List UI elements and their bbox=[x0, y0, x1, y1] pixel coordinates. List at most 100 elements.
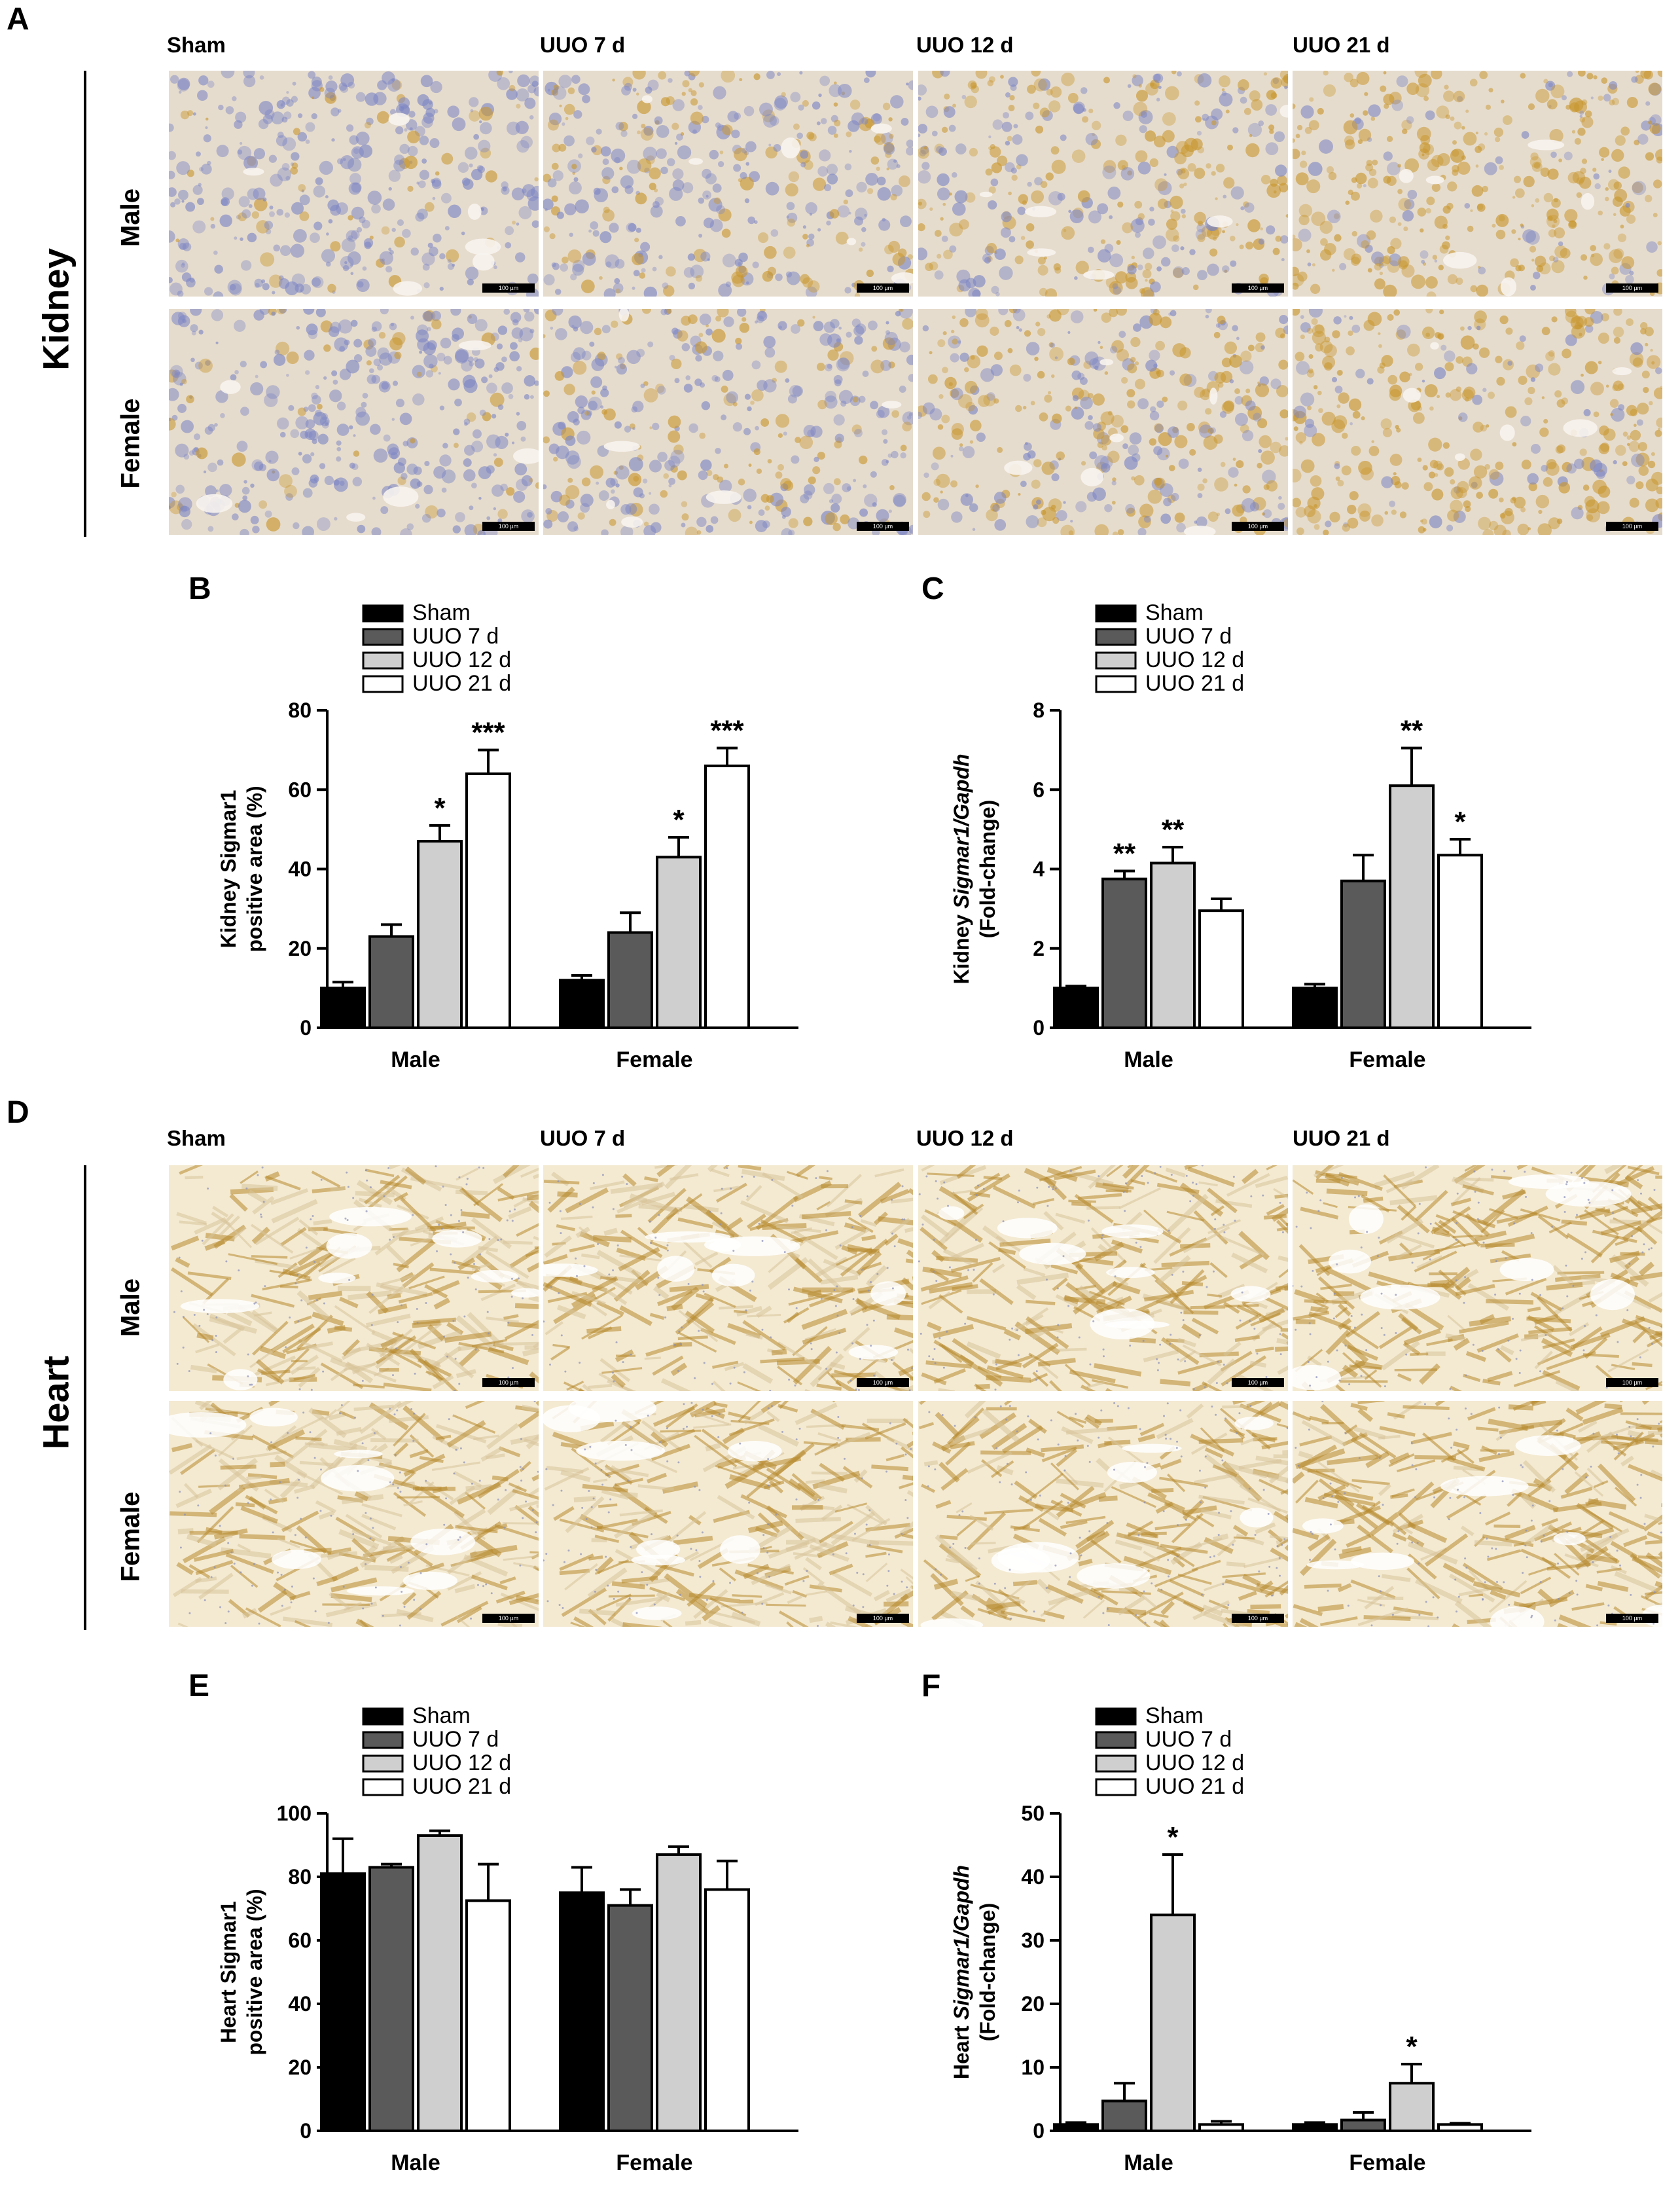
heart-col-label-sham: Sham bbox=[167, 1126, 226, 1150]
scale-bar: 100 µm bbox=[1606, 1378, 1658, 1387]
panel-letter-b: B bbox=[188, 571, 211, 606]
legend-label: UUO 21 d bbox=[1145, 1774, 1244, 1799]
legend-label: UUO 12 d bbox=[412, 1751, 511, 1775]
x-category-label: Male bbox=[1124, 1047, 1173, 1072]
scale-bar: 100 µm bbox=[482, 522, 535, 531]
bar bbox=[1340, 2118, 1386, 2133]
legend-label: UUO 12 d bbox=[412, 647, 511, 672]
kidney-col-label-uuo21: UUO 21 d bbox=[1293, 33, 1390, 57]
heart-side-label: Heart bbox=[35, 1355, 77, 1450]
scale-bar: 100 µm bbox=[482, 1378, 535, 1387]
panel-letter-a: A bbox=[7, 2, 29, 37]
legend-swatch bbox=[1095, 1754, 1137, 1773]
significance-marker: *** bbox=[471, 717, 505, 749]
bar bbox=[1150, 862, 1196, 1029]
bar bbox=[1389, 784, 1435, 1029]
x-category-label: Female bbox=[616, 2150, 692, 2175]
kidney-micrograph-male-1: 100 µm bbox=[543, 71, 913, 297]
legend-swatch bbox=[362, 651, 404, 670]
bar bbox=[1198, 909, 1244, 1029]
bar bbox=[1292, 2123, 1338, 2132]
y-tick-label: 2 bbox=[1033, 937, 1045, 960]
bar bbox=[1053, 2123, 1099, 2132]
y-tick-label: 4 bbox=[1033, 858, 1045, 881]
bar bbox=[368, 1866, 414, 2132]
y-tick-label: 40 bbox=[288, 858, 312, 881]
heart-micrograph-female-1: 100 µm bbox=[543, 1401, 913, 1627]
bar bbox=[320, 1872, 366, 2132]
bar bbox=[704, 764, 750, 1029]
bar bbox=[1053, 987, 1099, 1029]
x-category-label: Male bbox=[1124, 2150, 1173, 2175]
heart-micrograph-male-1: 100 µm bbox=[543, 1165, 913, 1391]
heart-micrograph-female-2: 100 µm bbox=[918, 1401, 1288, 1627]
bar bbox=[465, 772, 511, 1029]
legend-swatch bbox=[362, 1754, 404, 1773]
legend-swatch bbox=[1095, 651, 1137, 670]
heart-micrograph-male-3: 100 µm bbox=[1293, 1165, 1662, 1391]
y-tick-label: 50 bbox=[1021, 1802, 1045, 1825]
bar bbox=[704, 1888, 750, 2132]
kidney-micrograph-male-3: 100 µm bbox=[1293, 71, 1662, 297]
y-tick-label: 30 bbox=[1021, 1929, 1045, 1952]
y-tick-label: 10 bbox=[1021, 2056, 1045, 2079]
x-category-label: Female bbox=[616, 1047, 692, 1072]
legend-swatch bbox=[362, 675, 404, 693]
bar bbox=[1101, 2099, 1147, 2132]
y-tick-label: 80 bbox=[288, 698, 312, 722]
bar bbox=[607, 1904, 653, 2132]
legend-swatch bbox=[362, 628, 404, 646]
bar bbox=[1198, 2123, 1244, 2132]
y-tick-label: 100 bbox=[277, 1802, 312, 1825]
legend-label: UUO 21 d bbox=[1145, 671, 1244, 696]
y-tick-label: 20 bbox=[288, 2056, 312, 2079]
legend-swatch bbox=[362, 1778, 404, 1796]
y-axis-label: Kidney Sigmar1/Gapdh (Fold-change) bbox=[950, 753, 999, 984]
bar bbox=[1340, 879, 1386, 1029]
legend-label: UUO 7 d bbox=[1145, 1727, 1232, 1752]
legend-label: UUO 12 d bbox=[1145, 647, 1244, 672]
y-tick-label: 6 bbox=[1033, 778, 1045, 801]
bar bbox=[320, 987, 366, 1029]
y-tick-label: 20 bbox=[1021, 1992, 1045, 2016]
scale-bar: 100 µm bbox=[857, 522, 909, 531]
legend-label: UUO 12 d bbox=[1145, 1751, 1244, 1775]
kidney-divider-line bbox=[84, 71, 86, 537]
scale-bar: 100 µm bbox=[1606, 522, 1658, 531]
significance-marker: * bbox=[1454, 806, 1466, 838]
bar bbox=[559, 979, 605, 1029]
kidney-side-label: Kidney bbox=[35, 248, 77, 371]
x-category-label: Male bbox=[391, 1047, 440, 1072]
y-tick-label: 0 bbox=[1033, 2119, 1045, 2143]
legend-label: UUO 7 d bbox=[412, 1727, 499, 1752]
kidney-micrograph-female-0: 100 µm bbox=[169, 309, 539, 535]
kidney-micrograph-male-0: 100 µm bbox=[169, 71, 539, 297]
kidney-col-label-sham: Sham bbox=[167, 33, 226, 57]
scale-bar: 100 µm bbox=[1232, 522, 1284, 531]
heart-micrograph-female-0: 100 µm bbox=[169, 1401, 539, 1627]
significance-marker: * bbox=[673, 804, 685, 836]
bar bbox=[1437, 2123, 1483, 2132]
bar bbox=[1101, 877, 1147, 1029]
legend-label: UUO 7 d bbox=[1145, 624, 1232, 649]
bar bbox=[1389, 2082, 1435, 2132]
legend-label: UUO 7 d bbox=[412, 624, 499, 649]
kidney-micrograph-female-2: 100 µm bbox=[918, 309, 1288, 535]
panel-letter-e: E bbox=[188, 1669, 210, 1703]
legend-label: Sham bbox=[1145, 600, 1204, 625]
y-tick-label: 40 bbox=[1021, 1865, 1045, 1889]
scale-bar: 100 µm bbox=[857, 1378, 909, 1387]
scale-bar: 100 µm bbox=[1606, 1614, 1658, 1623]
kidney-row-label-male: Male bbox=[116, 189, 145, 247]
bar bbox=[417, 1834, 463, 2132]
kidney-col-label-uuo12: UUO 12 d bbox=[916, 33, 1014, 57]
x-category-label: Male bbox=[391, 2150, 440, 2175]
y-tick-label: 40 bbox=[288, 1992, 312, 2016]
y-tick-label: 60 bbox=[288, 1929, 312, 1952]
heart-micrograph-female-3: 100 µm bbox=[1293, 1401, 1662, 1627]
bar bbox=[1292, 987, 1338, 1029]
scale-bar: 100 µm bbox=[857, 1614, 909, 1623]
